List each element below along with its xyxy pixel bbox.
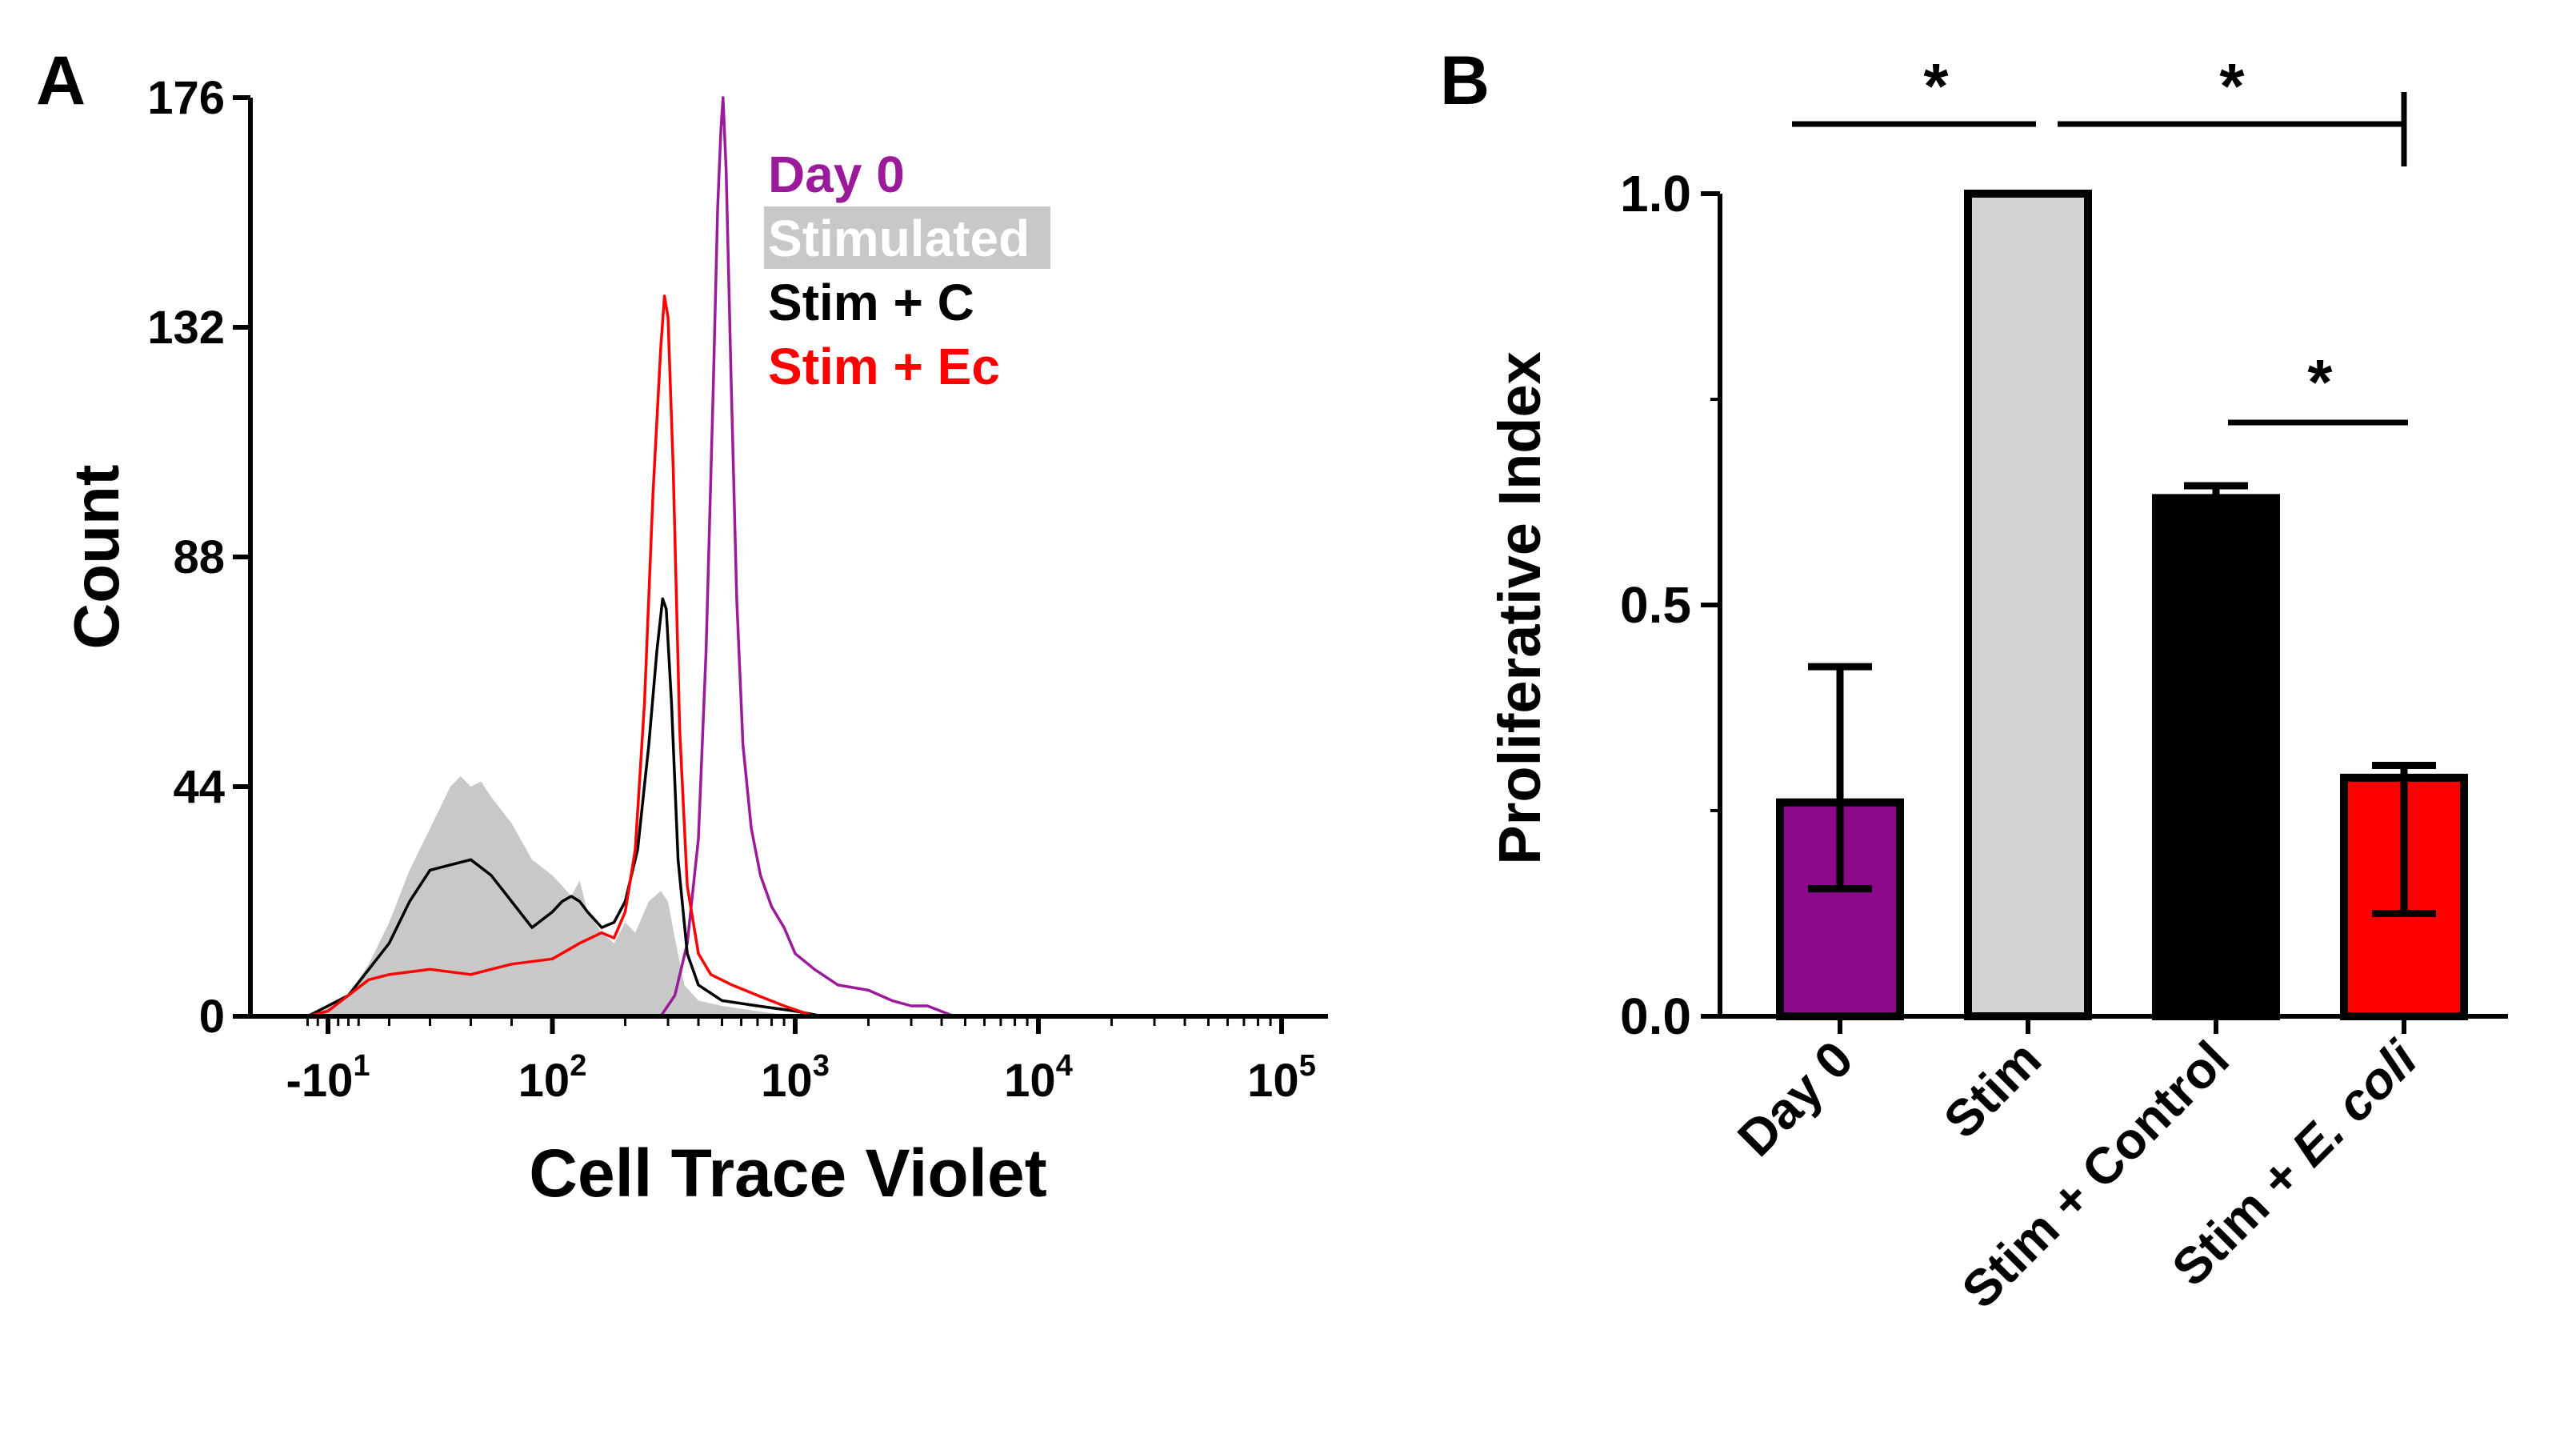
bars <box>1776 190 2468 1020</box>
legend-swatch <box>764 206 1050 269</box>
x-tick-label: 102 <box>518 1049 587 1107</box>
y-axis-title: Proliferative Index <box>1486 351 1553 865</box>
x-axis-title: Cell Trace Violet <box>529 1136 1046 1211</box>
series-stim-c <box>306 597 823 1018</box>
y-tick-label: 176 <box>147 72 225 124</box>
histogram-panel: 0 44 88 132 176 -101 102 103 104 105 Count Cell … <box>61 72 1328 1211</box>
y-ticks: 0.0 0.5 1.0 <box>1620 165 1720 1045</box>
y-tick-label: 0 <box>199 991 225 1043</box>
series-day-0 <box>659 96 955 1018</box>
x-tick-label: Day 0 <box>1726 1030 1864 1168</box>
legend-label: Day 0 <box>768 146 905 203</box>
legend-label: Stim + C <box>768 274 974 331</box>
y-tick-label: 0.5 <box>1620 576 1691 634</box>
bar-stim-control <box>2152 494 2280 1020</box>
panel-a-label: A <box>36 42 86 119</box>
x-tick-label: Stim <box>1933 1030 2052 1149</box>
x-tick-label: 105 <box>1247 1049 1316 1107</box>
x-tick-label: 104 <box>1004 1049 1073 1107</box>
sig-label: * <box>1923 50 1949 122</box>
histogram-series <box>306 96 955 1018</box>
series-stimulated <box>307 776 795 1016</box>
x-ticks: -101 102 103 104 105 <box>286 1016 1316 1107</box>
y-tick-label: 132 <box>147 302 225 354</box>
sig-label: * <box>2307 346 2333 418</box>
x-tick-label: 103 <box>761 1049 830 1107</box>
legend-label: Stim + Ec <box>768 338 1000 395</box>
y-axis-title: Count <box>61 464 132 649</box>
bar-stim <box>1964 190 2092 1020</box>
y-ticks: 0 44 88 132 176 <box>147 72 250 1043</box>
legend-label: Stimulated <box>768 210 1030 267</box>
significance-brackets: * * * <box>1792 50 2408 426</box>
y-tick-label: 88 <box>173 531 225 583</box>
panel-b-label: B <box>1440 42 1490 119</box>
legend: Day 0 Stimulated Stim + C Stim + Ec <box>764 146 1050 395</box>
sig-label: * <box>2219 50 2245 122</box>
y-tick-label: 1.0 <box>1620 165 1691 222</box>
y-tick-label: 0.0 <box>1620 987 1691 1045</box>
x-tick-label: -101 <box>286 1049 370 1107</box>
y-tick-label: 44 <box>173 761 225 813</box>
series-stim-ec <box>307 294 815 1018</box>
